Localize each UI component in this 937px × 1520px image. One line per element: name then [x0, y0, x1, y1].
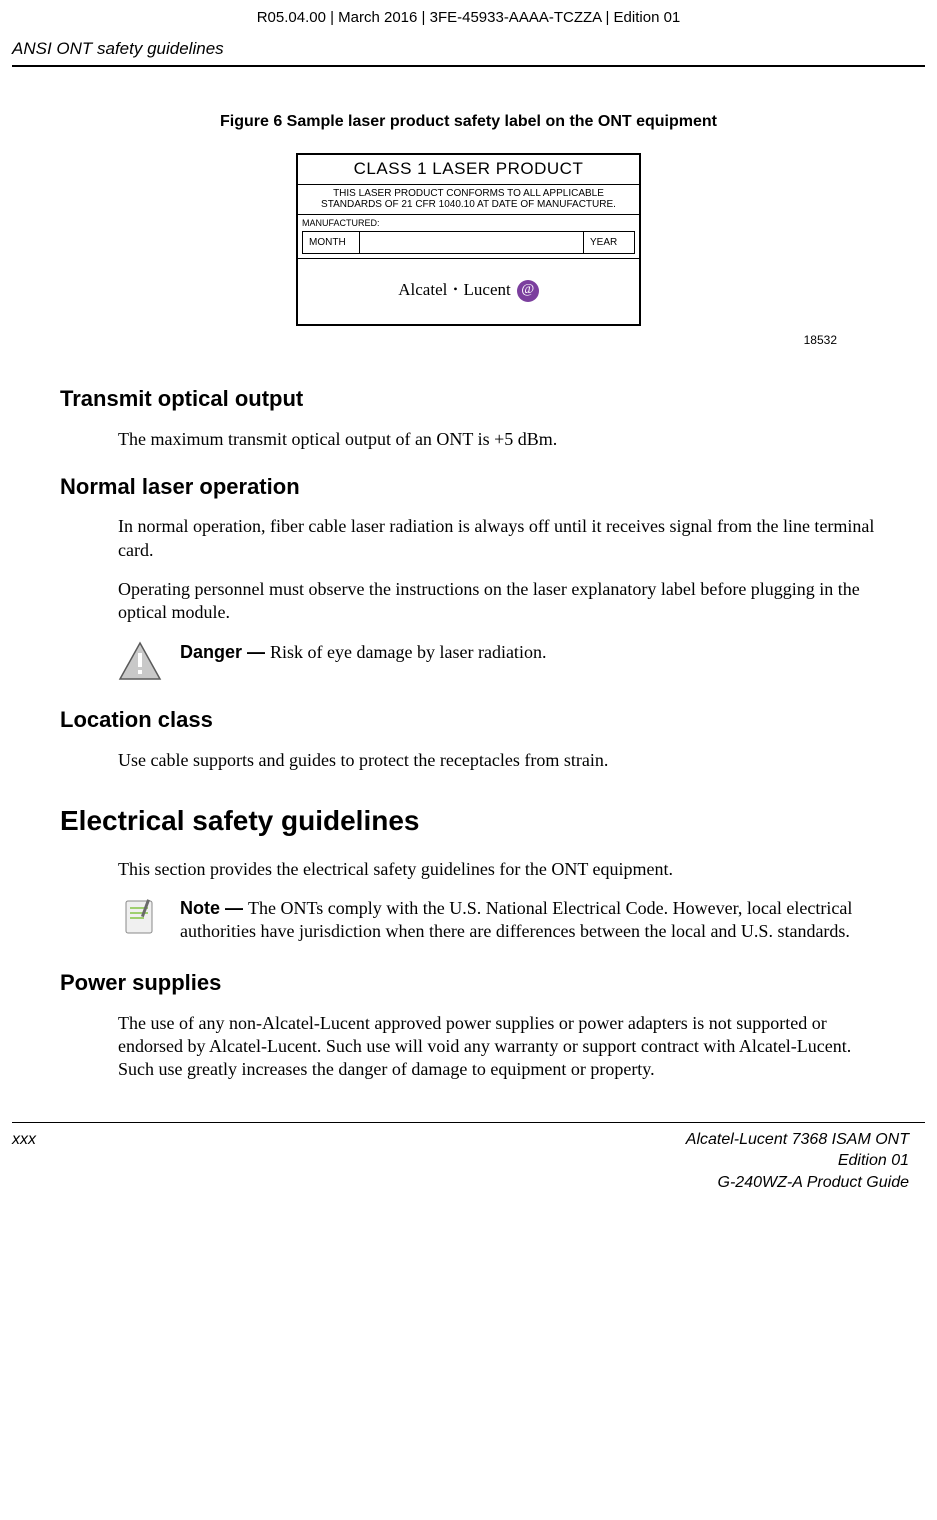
header-section-title: ANSI ONT safety guidelines	[12, 38, 224, 61]
alcatel-lucent-logo: Alcatel • Lucent @	[298, 259, 639, 324]
body-paragraph: In normal operation, fiber cable laser r…	[60, 515, 877, 562]
logo-badge-icon: @	[517, 280, 539, 302]
document-meta: R05.04.00 | March 2016 | 3FE-45933-AAAA-…	[0, 0, 937, 32]
body-paragraph: This section provides the electrical saf…	[60, 858, 877, 881]
logo-text-lucent: Lucent	[464, 279, 511, 302]
body-paragraph: The maximum transmit optical output of a…	[60, 428, 877, 451]
figure-caption: Figure 6 Sample laser product safety lab…	[60, 111, 877, 133]
laser-month-cell: MONTH	[303, 232, 359, 254]
heading-electrical-safety: Electrical safety guidelines	[60, 802, 877, 840]
note-callout: Note — The ONTs comply with the U.S. Nat…	[60, 897, 877, 944]
body-paragraph: The use of any non-Alcatel-Lucent approv…	[60, 1012, 877, 1082]
note-label: Note —	[180, 898, 248, 918]
footer-line-3: G-240WZ-A Product Guide	[686, 1172, 909, 1194]
laser-manufactured-label: MANUFACTURED:	[298, 215, 639, 229]
danger-text: Risk of eye damage by laser radiation.	[270, 642, 546, 662]
note-text: The ONTs comply with the U.S. National E…	[180, 898, 852, 941]
figure-laser-label: CLASS 1 LASER PRODUCT THIS LASER PRODUCT…	[60, 153, 877, 327]
body-paragraph: Operating personnel must observe the ins…	[60, 578, 877, 625]
footer-rule	[12, 1122, 925, 1123]
heading-location-class: Location class	[60, 705, 877, 735]
logo-text-alcatel: Alcatel	[398, 279, 447, 302]
heading-normal-laser-operation: Normal laser operation	[60, 472, 877, 502]
footer-line-1: Alcatel-Lucent 7368 ISAM ONT	[686, 1129, 909, 1151]
figure-number: 18532	[60, 332, 877, 348]
laser-mid-cell	[359, 232, 584, 254]
footer-line-2: Edition 01	[686, 1150, 909, 1172]
logo-dot: •	[453, 281, 457, 297]
danger-callout: Danger — Risk of eye damage by laser rad…	[60, 641, 877, 681]
heading-power-supplies: Power supplies	[60, 968, 877, 998]
note-icon	[118, 897, 162, 937]
laser-label-title: CLASS 1 LASER PRODUCT	[298, 155, 639, 185]
laser-label-subtitle: THIS LASER PRODUCT CONFORMS TO ALL APPLI…	[298, 185, 639, 215]
body-paragraph: Use cable supports and guides to protect…	[60, 749, 877, 772]
footer-page-number: xxx	[12, 1129, 36, 1194]
warning-triangle-icon	[118, 641, 162, 681]
heading-transmit-optical-output: Transmit optical output	[60, 384, 877, 414]
danger-label: Danger —	[180, 642, 270, 662]
laser-year-cell: YEAR	[584, 232, 634, 254]
